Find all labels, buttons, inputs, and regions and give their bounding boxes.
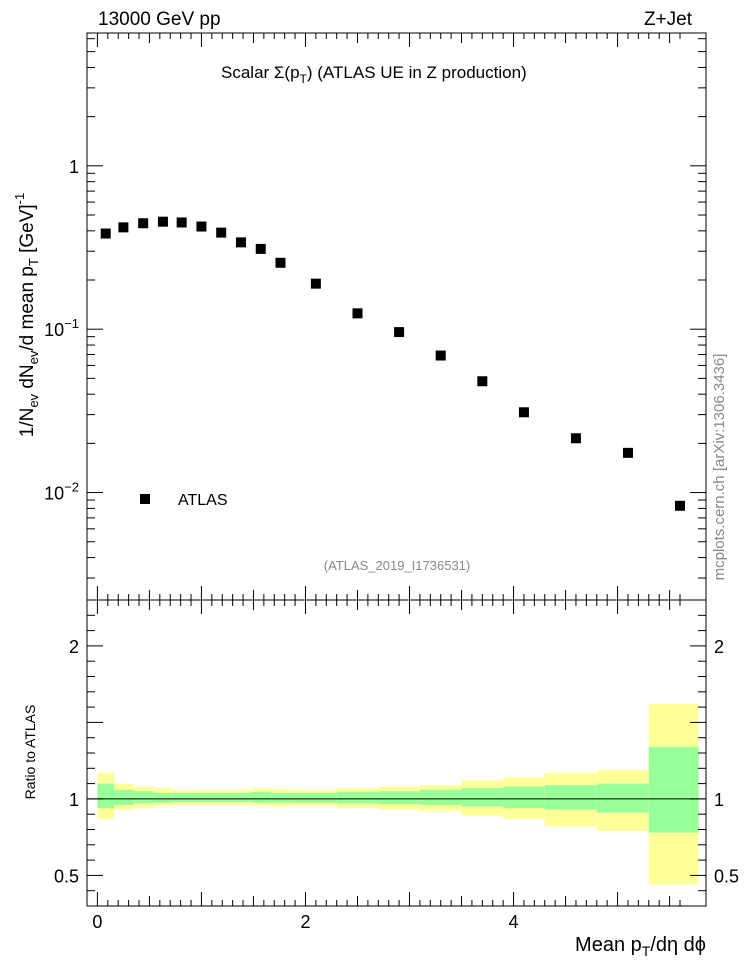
plot-title-suffix: ) (ATLAS UE in Z production)	[307, 63, 527, 82]
ratio-y-tick-label: 0.5	[54, 866, 79, 886]
legend-label: ATLAS	[178, 492, 228, 509]
data-point	[235, 237, 246, 248]
ratio-band-inner	[544, 785, 597, 810]
legend-marker	[140, 494, 150, 504]
ratio-band-inner	[419, 789, 462, 806]
main-plot-frame	[86, 32, 707, 601]
main-y-axis-label: 1/Nev dNev/d mean pT [GeV]-1	[12, 193, 41, 438]
ratio-band-inner	[153, 792, 173, 803]
ratio-band-inner	[172, 792, 193, 802]
data-points	[100, 216, 685, 511]
ratio-band-inner	[97, 783, 115, 809]
main-y-tick-label: 1	[69, 157, 79, 177]
watermark: mcplots.cern.ch [arXiv:1306.3436]	[711, 354, 728, 581]
ratio-y-axis-label: Ratio to ATLAS	[22, 705, 38, 800]
main-plot: 1 10−1 10−2 Scalar Σ(pT) (ATLAS UE in Z pr…	[12, 32, 707, 601]
ratio-band-inner	[251, 792, 272, 803]
data-point	[310, 278, 321, 289]
ratio-band-inner	[133, 791, 154, 804]
ratio-band-inner	[336, 792, 379, 804]
data-point	[216, 227, 227, 238]
ratio-band-inner	[596, 783, 649, 813]
analysis-tag: (ATLAS_2019_I1736531)	[324, 558, 470, 573]
ratio-band-inner	[503, 786, 545, 809]
ratio-band-inner	[378, 791, 420, 805]
main-y-tick-label: 10−1	[44, 316, 79, 340]
plot-title-prefix: Scalar Σ(p	[221, 63, 300, 82]
data-point	[100, 228, 111, 239]
data-point	[255, 243, 266, 254]
x-tick-label: 0	[92, 912, 102, 932]
ratio-bands	[97, 704, 699, 885]
ratio-band-inner	[648, 746, 699, 833]
data-point	[157, 216, 168, 227]
main-plot-axes: 1 10−1 10−2	[44, 33, 706, 600]
data-point	[435, 350, 446, 361]
data-point	[518, 407, 529, 418]
main-y-tick-label: 10−2	[44, 480, 79, 504]
ratio-y-tick-label-right: 0.5	[714, 866, 739, 886]
ratio-y-tick-label-right: 1	[714, 790, 724, 810]
ratio-band-inner	[271, 792, 291, 803]
ratio-band-inner	[114, 789, 134, 806]
plot-title: Scalar Σ(pT) (ATLAS UE in Z production)	[221, 63, 527, 86]
x-tick-label: 4	[509, 912, 519, 932]
data-point	[275, 257, 286, 268]
data-point	[118, 222, 129, 233]
data-point	[570, 433, 581, 444]
data-point	[394, 327, 405, 338]
ratio-band-inner	[231, 792, 252, 802]
data-point	[674, 500, 685, 511]
plot-title-sub: T	[300, 72, 308, 86]
data-point	[176, 217, 187, 228]
data-point	[196, 221, 207, 232]
ratio-plot-axes: 0 2 4 0.5 0.5 1 1 2 2	[54, 599, 739, 932]
ratio-plot-frame	[86, 599, 707, 907]
ratio-plot: 0 2 4 0.5 0.5 1 1 2 2 Ratio to ATLAS Mean pT/dη …	[22, 599, 739, 959]
data-point	[477, 376, 488, 387]
process-label: Z+Jet	[644, 9, 693, 30]
ratio-band-inner	[211, 792, 232, 802]
ratio-y-tick-label-right: 2	[714, 637, 724, 657]
ratio-band-inner	[192, 792, 212, 802]
ratio-y-tick-label: 2	[69, 637, 79, 657]
data-point	[352, 308, 363, 319]
ratio-y-tick-label: 1	[69, 790, 79, 810]
data-point	[622, 447, 633, 458]
x-tick-label: 2	[300, 912, 310, 932]
x-axis-label: Mean pT/dη dϕ	[575, 934, 706, 959]
ratio-band-inner	[461, 788, 504, 807]
data-point	[138, 218, 149, 229]
ratio-band-inner	[290, 792, 337, 803]
beam-energy-label: 13000 GeV pp	[98, 9, 221, 30]
